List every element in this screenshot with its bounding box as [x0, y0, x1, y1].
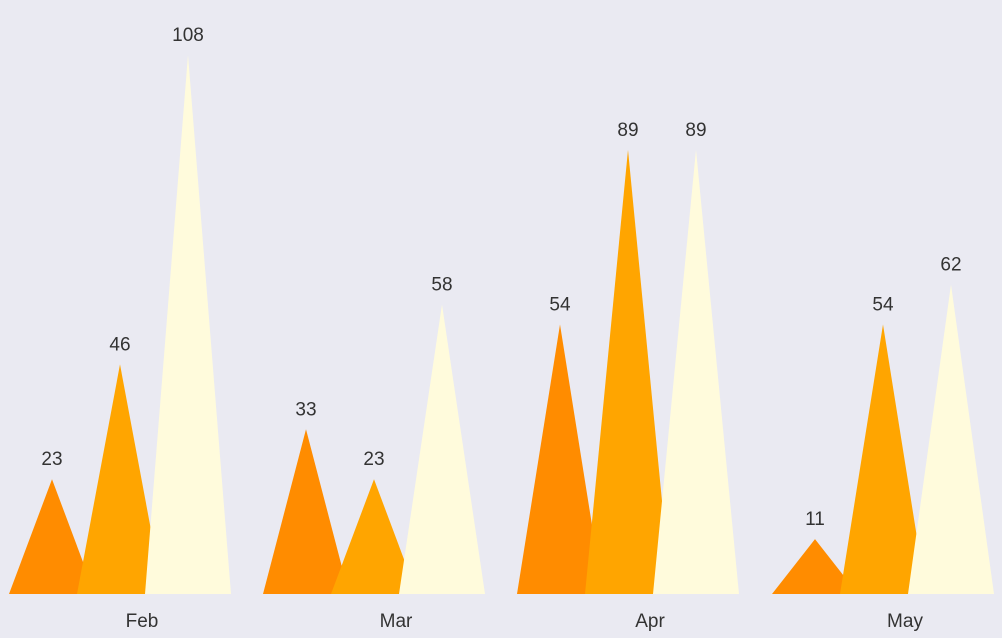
bar-may-series-3 [908, 284, 994, 594]
x-tick-label-mar: Mar [380, 611, 413, 632]
x-axis-ticks: Feb Mar Apr May [126, 611, 924, 632]
bar-feb-series-1 [9, 479, 95, 594]
bar-apr-series-3 [653, 149, 739, 594]
bar-mar-series-1 [263, 429, 349, 594]
data-label-feb-series-1: 23 [41, 449, 62, 470]
data-label-may-series-3: 62 [940, 255, 961, 276]
data-label-apr-series-2: 89 [617, 120, 638, 141]
data-labels-layer: 23 46 108 33 23 58 54 89 89 11 54 62 [41, 25, 961, 530]
x-tick-label-feb: Feb [126, 611, 159, 632]
bar-apr-series-1 [517, 324, 603, 594]
data-label-may-series-1: 11 [805, 509, 825, 530]
data-label-mar-series-2: 23 [363, 449, 384, 470]
bar-feb-series-3 [145, 55, 231, 594]
bar-feb-series-2 [77, 364, 163, 594]
data-label-mar-series-1: 33 [295, 399, 316, 420]
data-label-may-series-2: 54 [872, 295, 894, 316]
x-tick-label-may: May [887, 611, 923, 632]
bar-may-series-1 [772, 539, 858, 594]
bar-apr-series-2 [585, 149, 671, 594]
bar-may-series-2 [840, 324, 926, 594]
bar-mar-series-2 [331, 479, 417, 594]
data-label-feb-series-2: 46 [109, 334, 130, 355]
data-label-apr-series-3: 89 [685, 120, 706, 141]
marks-layer [9, 55, 994, 594]
bar-mar-series-3 [399, 304, 485, 594]
data-label-apr-series-1: 54 [549, 295, 571, 316]
data-label-mar-series-3: 58 [431, 275, 452, 296]
data-label-feb-series-3: 108 [172, 25, 204, 46]
x-tick-label-apr: Apr [635, 611, 665, 632]
